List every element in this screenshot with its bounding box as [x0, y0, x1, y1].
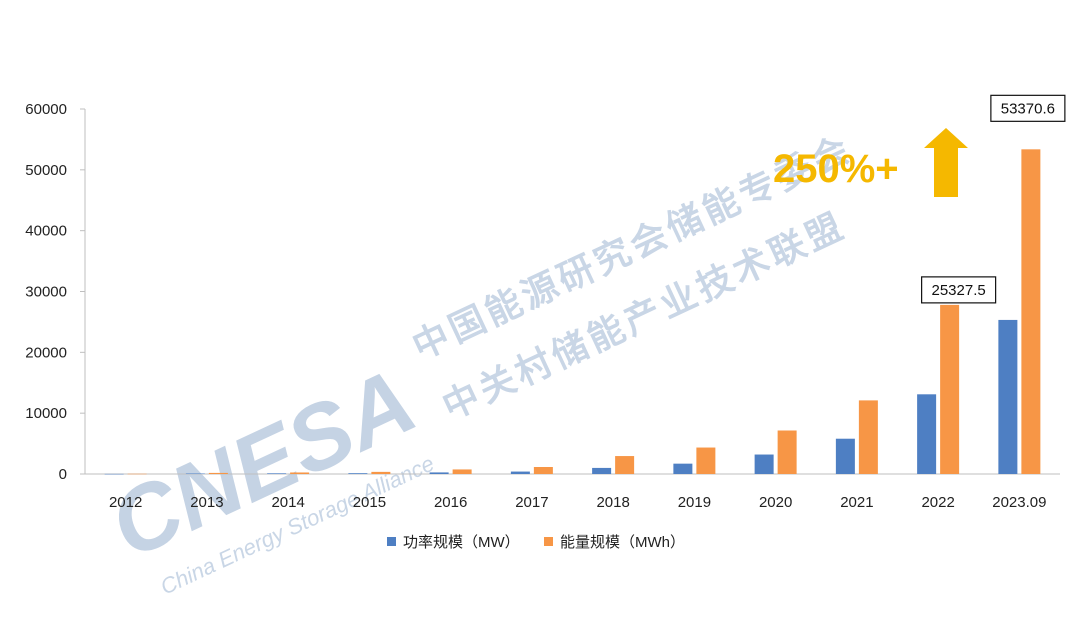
- bar-power: [510, 471, 530, 474]
- bar-power: [835, 438, 855, 474]
- growth-indicator: 250%+: [773, 128, 968, 197]
- legend-label-power: 功率规模（MW）: [403, 534, 520, 551]
- x-axis-ticks: 2012 2013 2014 2015 2016 2017 2018 2019 2020 2021…: [109, 494, 1047, 511]
- y-tick-label: 0: [59, 466, 67, 483]
- bar-energy: [1021, 149, 1041, 474]
- bar-power: [348, 473, 368, 474]
- bar-energy: [533, 467, 553, 474]
- callout-label: 53370.6: [1001, 100, 1055, 117]
- callouts: 25327.5 53370.6: [921, 94, 1066, 304]
- bar-power: [917, 394, 937, 474]
- y-tick-label: 10000: [25, 405, 67, 422]
- legend-swatch-power: [387, 537, 396, 546]
- bar-power: [998, 319, 1018, 474]
- bars: [104, 149, 1041, 475]
- y-axis-ticks: 0 10000 20000 30000 40000 50000 60000: [25, 101, 85, 483]
- x-tick-label: 2022: [921, 494, 954, 511]
- bar-energy: [371, 471, 391, 474]
- y-tick-label: 30000: [25, 284, 67, 301]
- x-tick-label: 2023.09: [992, 494, 1046, 511]
- x-tick-label: 2019: [678, 494, 711, 511]
- y-tick-label: 60000: [25, 101, 67, 118]
- bar-energy: [940, 304, 960, 474]
- callout-box: [990, 94, 1066, 122]
- callout-label: 25327.5: [932, 282, 986, 299]
- x-tick-label: 2015: [353, 494, 386, 511]
- up-arrow-icon: [924, 128, 968, 197]
- bar-power: [429, 472, 449, 474]
- legend: 功率规模（MW） 能量规模（MWh）: [387, 534, 685, 551]
- callout-box: [921, 276, 997, 304]
- x-tick-label: 2017: [515, 494, 548, 511]
- bar-power: [267, 473, 287, 474]
- bar-energy: [452, 469, 472, 474]
- x-tick-label: 2014: [271, 494, 304, 511]
- legend-label-energy: 能量规模（MWh）: [560, 534, 685, 551]
- bar-energy: [208, 472, 228, 474]
- growth-label: 250%+: [773, 147, 899, 191]
- y-tick-label: 20000: [25, 344, 67, 361]
- x-tick-label: 2018: [596, 494, 629, 511]
- y-tick-label: 50000: [25, 162, 67, 179]
- bar-energy: [615, 456, 635, 474]
- legend-swatch-energy: [544, 537, 553, 546]
- x-tick-label: 2016: [434, 494, 467, 511]
- bar-power: [104, 473, 124, 475]
- y-tick-label: 40000: [25, 223, 67, 240]
- x-tick-label: 2013: [190, 494, 223, 511]
- bar-power: [754, 454, 774, 474]
- bar-power: [673, 463, 693, 474]
- bar-energy: [127, 473, 147, 475]
- x-tick-label: 2012: [109, 494, 142, 511]
- bar-energy: [290, 472, 310, 474]
- bar-power: [592, 467, 612, 474]
- bar-power: [185, 473, 205, 475]
- bar-energy: [858, 400, 878, 474]
- x-tick-label: 2020: [759, 494, 792, 511]
- x-tick-label: 2021: [840, 494, 873, 511]
- bar-energy: [696, 447, 716, 474]
- bar-energy: [777, 430, 797, 474]
